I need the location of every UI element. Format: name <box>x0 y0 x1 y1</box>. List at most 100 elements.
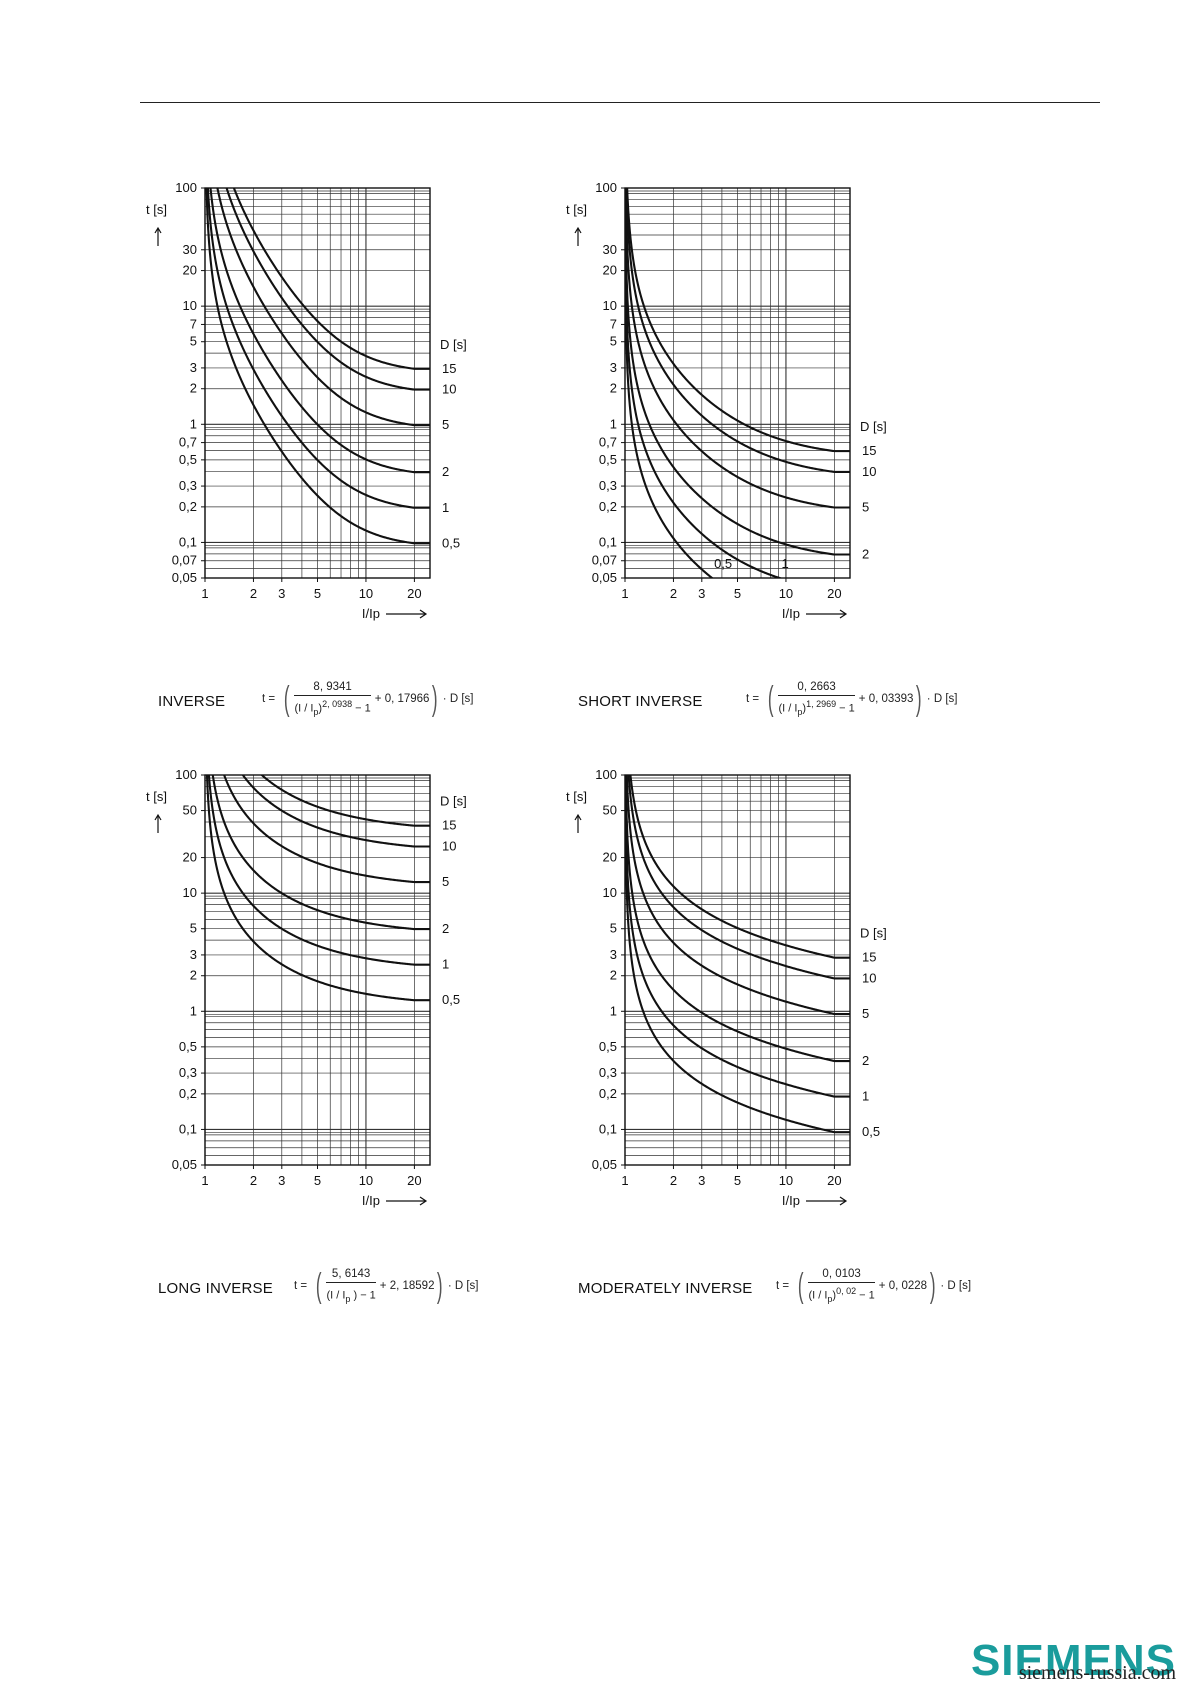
footer-url: siemens-russia.com <box>1018 1662 1176 1684</box>
y-tick-label: 1 <box>610 416 617 431</box>
y-tick-label: 0,5 <box>599 452 617 467</box>
den-base: (I / I <box>778 702 798 715</box>
series-label: 1 <box>862 1089 869 1104</box>
series-line-D-5 <box>216 188 430 427</box>
inverse-chart: 0,05 0,07 0,1 0,2 0,3 0,5 0,7 1 2 3 5 7 10 20 30 100 1 2 3… <box>146 180 467 621</box>
formula-prefix: t = <box>294 1279 308 1292</box>
series-line-D-10 <box>241 775 430 848</box>
series-label: 1 <box>781 556 788 571</box>
y-tick-label: 30 <box>183 242 197 257</box>
formula-mult: · D [s] <box>940 1279 972 1292</box>
legend-title: D [s] <box>440 794 467 809</box>
series-line-D-1 <box>625 775 850 1098</box>
y-tick-label: 0,05 <box>592 1157 617 1172</box>
y-tick-label: 30 <box>603 242 617 257</box>
y-tick-label: 0,1 <box>599 1121 617 1136</box>
formula-denominator: (I / Ip)1, 2969 − 1 <box>778 699 855 717</box>
y-tick-label: 0,07 <box>172 553 197 568</box>
den-tail: − 1 <box>859 1289 875 1302</box>
series-label: 15 <box>862 443 876 458</box>
y-tick-label: 3 <box>610 947 617 962</box>
y-tick-label: 20 <box>183 850 197 865</box>
grid <box>204 187 430 579</box>
series-line-D-5 <box>625 188 850 509</box>
x-tick-label: 5 <box>734 586 741 601</box>
y-tick-label: 0,05 <box>172 570 197 585</box>
chart-panel-inverse: 0,05 0,07 0,1 0,2 0,3 0,5 0,7 1 2 3 5 7 10 20 30 100 1 2 3… <box>146 180 670 745</box>
chart-panel-short-inverse: 0,05 0,07 0,1 0,2 0,3 0,5 0,7 1 2 3 5 7 10 20 30 100 1 2 3… <box>566 180 1090 745</box>
y-tick-label: 7 <box>610 316 617 331</box>
y-axis-arrow <box>154 226 162 246</box>
series-line-D-0,5 <box>205 188 430 545</box>
curves <box>205 775 430 1002</box>
den-base: (I / I <box>808 1289 828 1302</box>
x-tick-label: 10 <box>779 586 793 601</box>
x-tick-label: 1 <box>621 586 628 601</box>
y-tick-label: 0,07 <box>592 553 617 568</box>
y-tick-label: 0,3 <box>179 1065 197 1080</box>
y-tick-label: 0,05 <box>592 570 617 585</box>
series-line-D-10 <box>627 775 850 980</box>
y-tick-label: 0,1 <box>599 534 617 549</box>
legend-title: D [s] <box>860 419 887 434</box>
series-label: 10 <box>442 839 456 854</box>
formula-denominator: (I / Ip ) − 1 <box>326 1283 375 1304</box>
x-axis-label: I/Ip <box>782 606 800 621</box>
y-axis-arrow <box>154 813 162 833</box>
y-tick-label: 0,5 <box>179 1039 197 1054</box>
formula-numerator: 0, 0103 <box>808 1268 875 1283</box>
curves <box>625 188 850 578</box>
y-tick-label: 0,2 <box>179 1086 197 1101</box>
y-tick-label: 2 <box>190 381 197 396</box>
series-label: 5 <box>862 1006 869 1021</box>
series-label: 0,5 <box>442 535 460 550</box>
y-axis-label: t [s] <box>566 789 587 804</box>
formula-fraction: 0, 0103 (I / Ip)0, 02 − 1 <box>808 1268 875 1304</box>
formula-prefix: t = <box>776 1279 790 1292</box>
y-tick-label: 100 <box>595 767 617 782</box>
y-tick-label: 100 <box>175 767 197 782</box>
formula-mult: · D [s] <box>447 1279 479 1292</box>
y-tick-label: 20 <box>183 263 197 278</box>
x-axis-arrow <box>386 1196 428 1206</box>
header-rule <box>140 102 1100 103</box>
series-line-D-0,5 <box>625 188 714 578</box>
y-tick-label: 20 <box>603 850 617 865</box>
series-line-D-0,5 <box>205 775 430 1002</box>
y-tick-label: 10 <box>183 885 197 900</box>
x-tick-label: 2 <box>250 1173 257 1188</box>
paren-close: ) <box>916 679 922 718</box>
x-tick-label: 5 <box>314 586 321 601</box>
curves <box>205 188 430 545</box>
y-tick-label: 0,2 <box>599 1086 617 1101</box>
legend-title: D [s] <box>860 926 887 941</box>
x-tick-label: 5 <box>734 1173 741 1188</box>
y-tick-label: 0,3 <box>599 478 617 493</box>
x-axis-label: I/Ip <box>362 606 380 621</box>
y-tick-label: 2 <box>610 381 617 396</box>
series-line-D-15 <box>626 188 850 453</box>
den-tail: ) − 1 <box>353 1289 376 1302</box>
formula-tail: + 0, 17966 <box>374 692 430 705</box>
x-tick-label: 20 <box>827 586 841 601</box>
formula-mult: · D [s] <box>442 692 474 705</box>
y-tick-label: 0,3 <box>599 1065 617 1080</box>
series-line-D-2 <box>625 775 850 1063</box>
y-tick-label: 5 <box>190 921 197 936</box>
y-tick-label: 50 <box>603 803 617 818</box>
series-label: 5 <box>442 417 449 432</box>
paren-open: ( <box>767 679 774 718</box>
y-tick-label: 0,5 <box>599 1039 617 1054</box>
den-base: (I / I <box>294 702 314 715</box>
y-tick-label: 0,1 <box>179 534 197 549</box>
paren-close: ) <box>929 1266 936 1305</box>
formula-inverse: t =(8, 9341 (I / Ip)2, 0938 − 1 + 0, 17966… <box>262 681 473 717</box>
paren-open: ( <box>283 679 290 718</box>
den-tail: − 1 <box>839 702 855 715</box>
chart-panel-moderately-inverse: 0,05 0,1 0,2 0,3 0,5 1 2 3 5 10 20 50 100 1 2 3 5 10 20 t [… <box>566 767 1090 1332</box>
formula-denominator: (I / Ip)2, 0938 − 1 <box>294 699 371 717</box>
y-tick-label: 0,2 <box>599 499 617 514</box>
series-line-D-2 <box>209 188 430 474</box>
den-sub: p <box>827 1293 833 1304</box>
formula-prefix: t = <box>262 692 276 705</box>
